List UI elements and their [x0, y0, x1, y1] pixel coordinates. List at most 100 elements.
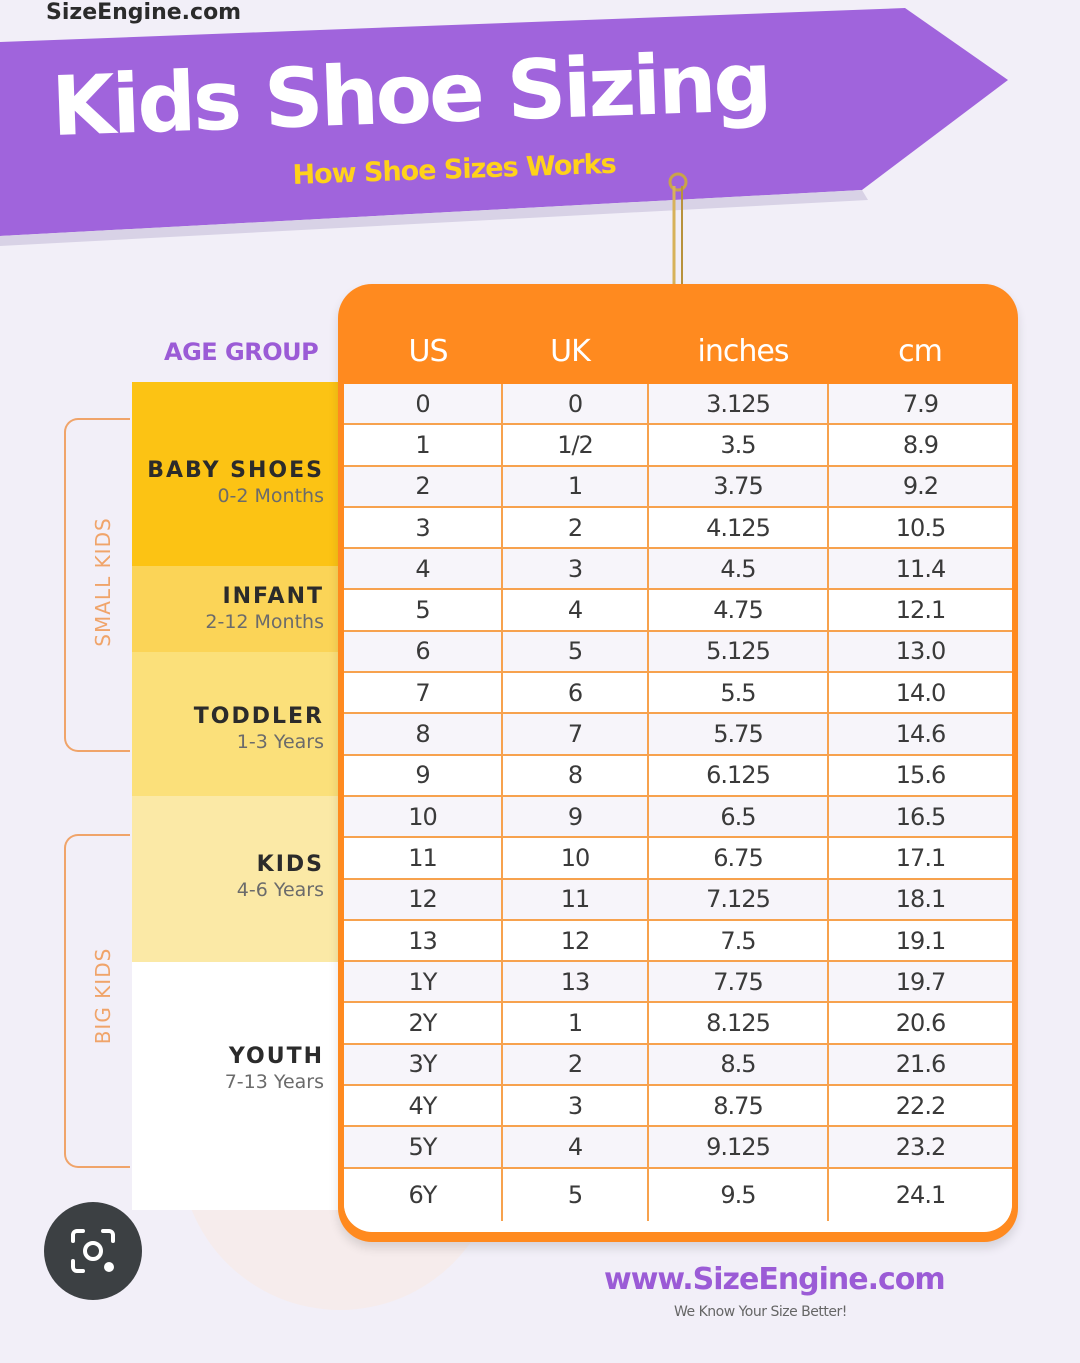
cell-inches: 4.75 [648, 589, 829, 632]
cell-uk: 10 [502, 837, 649, 880]
cell-uk: 5 [502, 1167, 649, 1221]
table-row: 7 6 5.5 14.0 [344, 672, 1012, 715]
cell-inches: 6.5 [648, 795, 829, 839]
cell-inches: 7.75 [648, 961, 829, 1004]
cell-us: 1Y [344, 961, 503, 1004]
table-row: 2 1 3.75 9.2 [344, 465, 1012, 508]
source-label: SizeEngine.com [46, 0, 242, 25]
table-row: 4Y 3 8.75 22.2 [344, 1085, 1012, 1128]
age-group-title: KIDS [256, 852, 324, 877]
cell-inches: 9.125 [648, 1126, 829, 1169]
size-table-card: US UK inches cm 0 0 3.125 7.9 1 1/2 3.5 8.9 2 1 3.… [338, 284, 1018, 1242]
cell-us: 0 [344, 384, 503, 426]
cell-inches: 5.125 [648, 630, 829, 674]
cell-cm: 19.7 [828, 961, 1012, 1004]
cell-cm: 11.4 [828, 548, 1012, 591]
table-row: 4 3 4.5 11.4 [344, 548, 1012, 591]
age-group-title: TODDLER [193, 704, 324, 729]
size-table-body: 0 0 3.125 7.9 1 1/2 3.5 8.9 2 1 3.75 9.2 3 2 4.125 10.5… [344, 384, 1012, 1232]
age-group-title: INFANT [222, 584, 324, 609]
table-row: 11 10 6.75 17.1 [344, 837, 1012, 880]
cell-uk: 1/2 [502, 424, 649, 467]
column-header-cm: cm [898, 334, 943, 369]
small-kids-label: SMALL KIDS [91, 517, 115, 647]
age-group-youth: YOUTH 7-13 Years [132, 962, 338, 1210]
cell-uk: 4 [502, 589, 649, 632]
cell-uk: 3 [502, 548, 649, 591]
cell-uk: 8 [502, 754, 649, 797]
cell-us: 7 [344, 672, 503, 715]
cell-cm: 13.0 [828, 630, 1012, 674]
table-row: 10 9 6.5 16.5 [344, 795, 1012, 839]
footer-tagline: We Know Your Size Better! [674, 1304, 847, 1320]
cell-us: 3Y [344, 1043, 503, 1087]
cell-us: 6Y [344, 1167, 503, 1221]
age-group-kids: KIDS 4-6 Years [132, 796, 338, 962]
cell-inches: 5.75 [648, 713, 829, 756]
age-group-header: AGE GROUP [164, 338, 319, 366]
table-row: 13 12 7.5 19.1 [344, 919, 1012, 963]
visual-search-button[interactable] [44, 1202, 142, 1300]
cell-cm: 12.1 [828, 589, 1012, 632]
table-row: 8 7 5.75 14.6 [344, 713, 1012, 756]
age-group-range: 7-13 Years [224, 1071, 324, 1093]
cell-us: 10 [344, 795, 503, 839]
cell-inches: 3.125 [648, 384, 829, 426]
age-group-baby-shoes: BABY SHOES 0-2 Months [132, 382, 338, 566]
cell-inches: 4.125 [648, 506, 829, 550]
cell-inches: 6.125 [648, 754, 829, 797]
cell-uk: 13 [502, 961, 649, 1004]
age-group-range: 2-12 Months [205, 611, 324, 633]
column-header-inches: inches [697, 334, 790, 369]
cell-uk: 7 [502, 713, 649, 756]
table-row: 5Y 4 9.125 23.2 [344, 1126, 1012, 1169]
cell-uk: 1 [502, 465, 649, 508]
cell-cm: 21.6 [828, 1043, 1012, 1087]
cell-us: 1 [344, 424, 503, 467]
small-kids-bracket [64, 418, 130, 752]
cell-inches: 8.75 [648, 1085, 829, 1128]
column-header-uk: UK [550, 334, 591, 369]
camera-search-icon [71, 1229, 115, 1273]
cell-cm: 14.0 [828, 672, 1012, 715]
age-group-toddler: TODDLER 1-3 Years [132, 652, 338, 796]
cell-uk: 5 [502, 630, 649, 674]
cell-cm: 20.6 [828, 1002, 1012, 1045]
cell-us: 9 [344, 754, 503, 797]
table-row: 2Y 1 8.125 20.6 [344, 1002, 1012, 1045]
cell-cm: 8.9 [828, 424, 1012, 467]
table-row: 3 2 4.125 10.5 [344, 506, 1012, 550]
cell-cm: 19.1 [828, 919, 1012, 963]
cell-inches: 6.75 [648, 837, 829, 880]
footer-url[interactable]: www.SizeEngine.com [604, 1262, 946, 1297]
big-kids-label: BIG KIDS [91, 947, 115, 1045]
size-table: 0 0 3.125 7.9 1 1/2 3.5 8.9 2 1 3.75 9.2 3 2 4.125 10.5… [344, 384, 1012, 1221]
table-row: 6 5 5.125 13.0 [344, 630, 1012, 674]
table-row: 6Y 5 9.5 24.1 [344, 1167, 1012, 1221]
cell-uk: 11 [502, 878, 649, 921]
cell-cm: 9.2 [828, 465, 1012, 508]
cell-uk: 12 [502, 919, 649, 963]
cell-cm: 18.1 [828, 878, 1012, 921]
age-group-title: BABY SHOES [147, 458, 324, 483]
cell-cm: 23.2 [828, 1126, 1012, 1169]
cell-inches: 4.5 [648, 548, 829, 591]
table-row: 0 0 3.125 7.9 [344, 384, 1012, 426]
cell-inches: 3.5 [648, 424, 829, 467]
cell-us: 8 [344, 713, 503, 756]
cell-us: 11 [344, 837, 503, 880]
age-group-range: 0-2 Months [217, 485, 324, 507]
cell-uk: 2 [502, 1043, 649, 1087]
table-row: 9 8 6.125 15.6 [344, 754, 1012, 797]
cell-uk: 9 [502, 795, 649, 839]
cell-cm: 10.5 [828, 506, 1012, 550]
cell-inches: 3.75 [648, 465, 829, 508]
column-header-us: US [408, 334, 448, 369]
cell-us: 3 [344, 506, 503, 550]
cell-us: 2Y [344, 1002, 503, 1045]
cell-inches: 7.5 [648, 919, 829, 963]
cell-inches: 5.5 [648, 672, 829, 715]
table-row: 3Y 2 8.5 21.6 [344, 1043, 1012, 1087]
cell-us: 6 [344, 630, 503, 674]
cell-uk: 2 [502, 506, 649, 550]
